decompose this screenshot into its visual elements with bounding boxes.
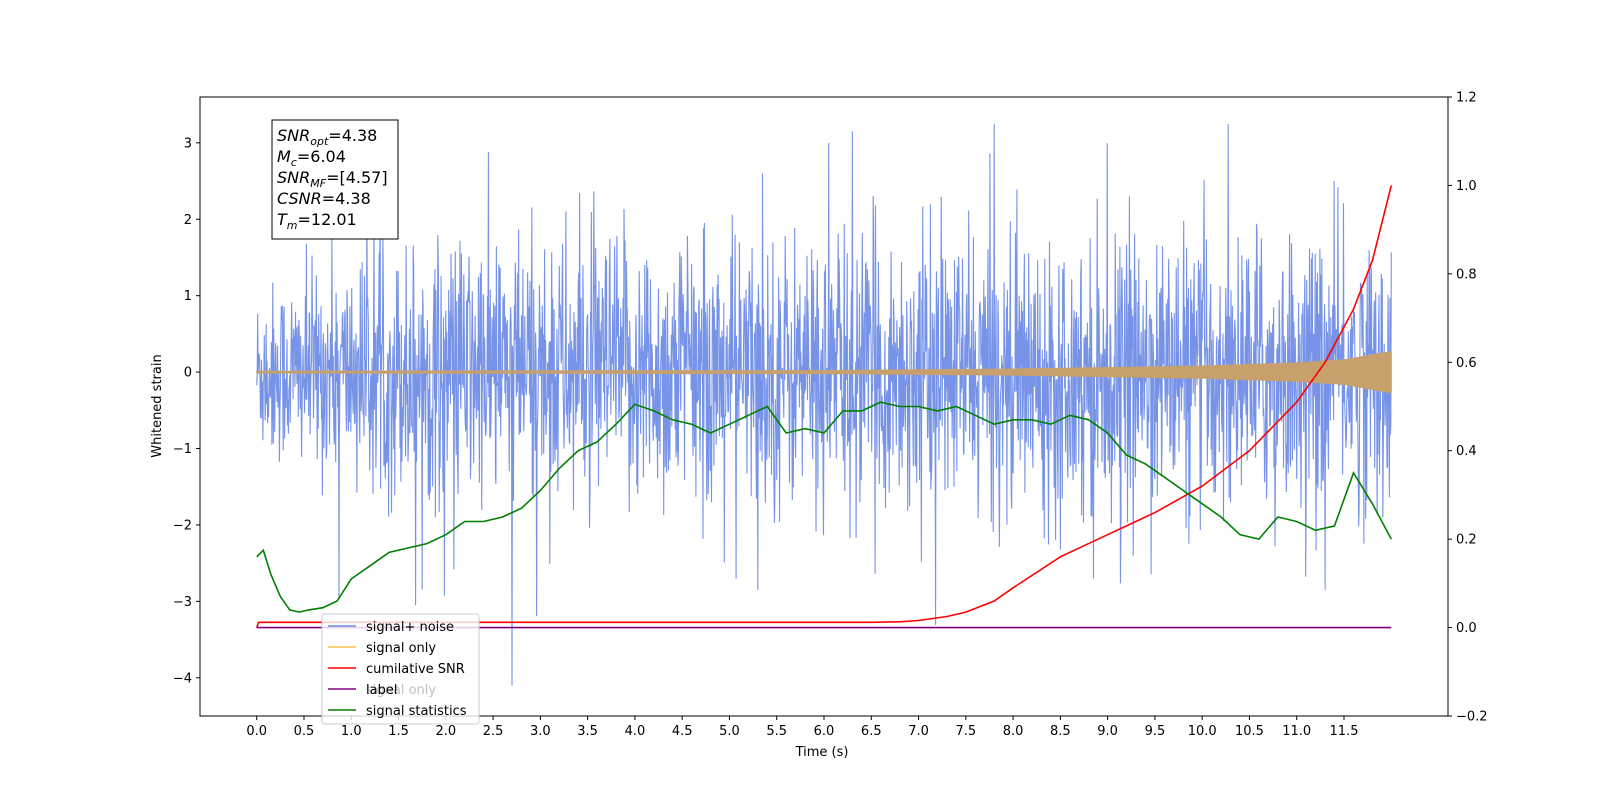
y-tick-label: 1 (184, 289, 192, 304)
x-tick-label: 1.5 (388, 724, 409, 739)
x-tick-label: 5.5 (766, 724, 787, 739)
x-tick-label: 9.0 (1097, 724, 1118, 739)
series-cumulative-snr (255, 185, 1393, 628)
x-tick-label: 0.0 (246, 724, 267, 739)
legend-label: signal statistics (366, 704, 467, 719)
y2-tick-label: 0.2 (1456, 533, 1477, 548)
y-tick-label: 0 (184, 366, 192, 381)
x-tick-label: 9.5 (1145, 724, 1166, 739)
annotation-line: SNRopt=4.38 (277, 126, 377, 148)
x-tick-label: 4.0 (625, 724, 646, 739)
x-tick-label: 4.5 (672, 724, 693, 739)
x-tick-label: 5.0 (719, 724, 740, 739)
x-tick-label: 0.5 (294, 724, 315, 739)
x-tick-label: 2.0 (435, 724, 456, 739)
y2-tick-label: −0.2 (1456, 710, 1488, 725)
x-tick-label: 11.0 (1282, 724, 1311, 739)
annotation-line: SNRMF=[4.57] (277, 168, 388, 190)
y-tick-label: −1 (173, 442, 192, 457)
x-tick-label: 3.0 (530, 724, 551, 739)
annotation-line: Tm=12.01 (277, 210, 357, 232)
x-ticks: 0.0 0.5 1.0 1.5 2.0 2.5 3.0 3.5 4.0 4.5 5.0 5.5 6.0 6… (246, 716, 1358, 739)
y-tick-label: −3 (173, 595, 192, 610)
legend-frame (321, 613, 480, 725)
x-tick-label: 10.5 (1235, 724, 1264, 739)
y-tick-label: 2 (184, 213, 192, 228)
legend-label: signal only (366, 641, 436, 656)
y-tick-label: −4 (173, 671, 192, 686)
x-tick-label: 2.5 (483, 724, 504, 739)
legend-label: signal+ noise (366, 620, 454, 635)
annotation-line: Mc=6.04 (277, 147, 346, 169)
x-tick-label: 8.0 (1003, 724, 1024, 739)
y-ticks: 3 2 1 0 −1 −2 −3 −4 (173, 136, 200, 686)
x-tick-label: 7.0 (908, 724, 929, 739)
series-signal-only (256, 350, 1392, 394)
annotation-line: CSNR=4.38 (277, 189, 371, 208)
legend-label: cumilative SNR (366, 662, 465, 677)
legend-hidden-label: signal only (366, 683, 436, 698)
y2-tick-label: 1.2 (1456, 91, 1477, 106)
y2-ticks: 1.2 1.0 0.8 0.6 0.4 0.2 0.0 −0.2 (1448, 91, 1488, 725)
series-layer (255, 123, 1393, 686)
y2-tick-label: 0.6 (1456, 356, 1477, 371)
x-tick-label: 3.5 (577, 724, 598, 739)
y-tick-label: 3 (184, 136, 192, 151)
x-tick-label: 6.0 (814, 724, 835, 739)
x-axis-label: Time (s) (795, 745, 849, 760)
series-signal-statistics (256, 401, 1393, 613)
series-signal-noise (256, 123, 1392, 686)
y-axis-label: Whitened strain (150, 354, 165, 457)
x-tick-label: 11.5 (1330, 724, 1359, 739)
x-tick-label: 10.0 (1188, 724, 1217, 739)
y-tick-label: −2 (173, 518, 192, 533)
y2-tick-label: 0.8 (1456, 267, 1477, 282)
x-tick-label: 1.0 (341, 724, 362, 739)
x-tick-label: 7.5 (955, 724, 976, 739)
x-tick-label: 6.5 (861, 724, 882, 739)
y2-tick-label: 1.0 (1456, 179, 1477, 194)
y2-tick-label: 0.4 (1456, 444, 1477, 459)
annotation-frame (271, 119, 399, 240)
legend-label: label (366, 683, 397, 698)
x-tick-label: 8.5 (1050, 724, 1071, 739)
y2-tick-label: 0.0 (1456, 621, 1477, 636)
legend: signal+ noise signal only cumilative SNR la… (321, 613, 480, 725)
